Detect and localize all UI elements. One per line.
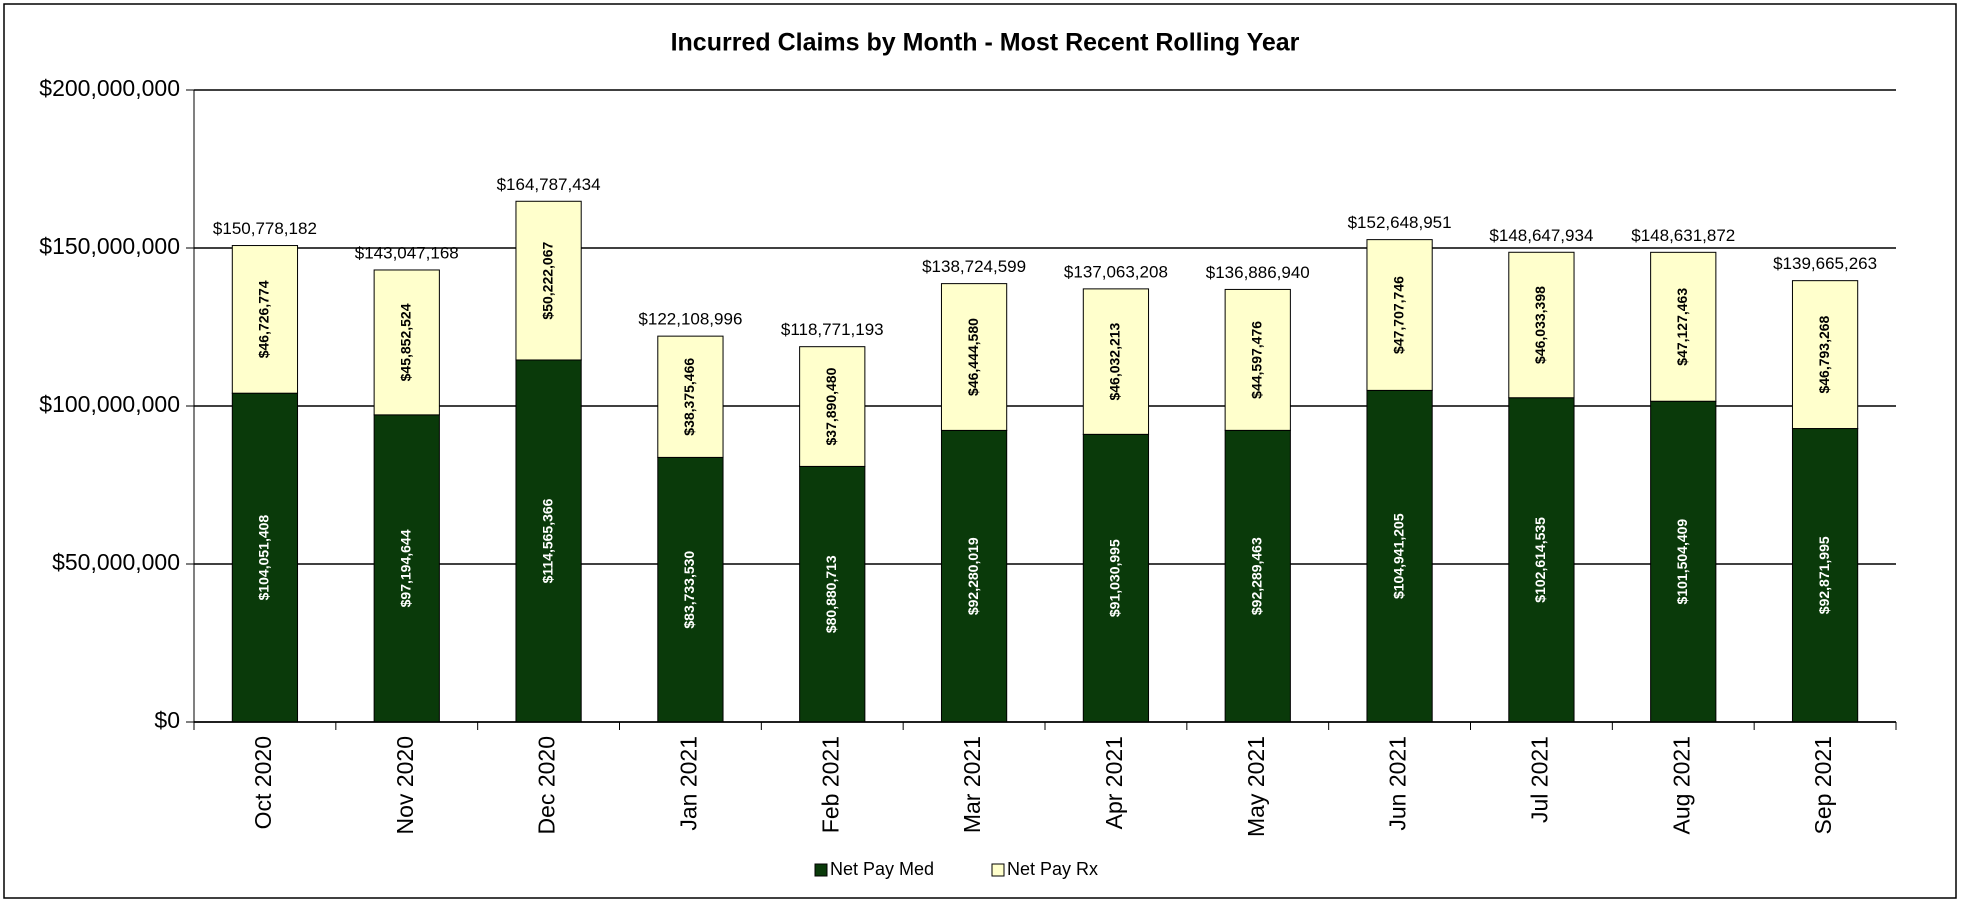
bar-segment (940, 283, 1008, 431)
y-tick-label: $0 (154, 707, 180, 733)
data-label: $80,880,713 (823, 555, 839, 633)
x-tick-label: Oct 2020 (250, 736, 276, 829)
total-label: $148,647,934 (1489, 226, 1593, 245)
bar-segment (1791, 428, 1859, 723)
data-label: $50,222,067 (539, 241, 555, 319)
legend-swatch (991, 863, 1005, 877)
x-tick-label: Jul 2021 (1526, 736, 1552, 823)
bar-segment (1650, 400, 1717, 723)
legend-label: Net Pay Rx (1007, 859, 1098, 879)
total-label: $152,648,951 (1348, 213, 1452, 232)
bar-segment (1508, 397, 1575, 723)
bar-segment (1650, 251, 1717, 402)
data-label: $47,127,463 (1674, 288, 1690, 366)
x-tick-label: Jan 2021 (675, 736, 701, 831)
x-tick-label: May 2021 (1243, 736, 1269, 837)
bar-segment (657, 335, 724, 458)
bar-segment (1366, 389, 1433, 723)
total-label: $150,778,182 (213, 219, 317, 238)
data-label: $46,793,268 (1816, 315, 1832, 393)
x-tick-label: Mar 2021 (959, 736, 985, 833)
bar-segment (940, 429, 1008, 723)
data-label: $97,194,644 (397, 529, 413, 607)
data-label: $46,032,213 (1107, 322, 1123, 400)
legend-label: Net Pay Med (830, 859, 934, 879)
bar-segment (799, 346, 866, 467)
data-label: $104,941,205 (1390, 513, 1406, 599)
data-label: $102,614,535 (1532, 517, 1548, 603)
x-tick-label: Jun 2021 (1385, 736, 1411, 831)
total-label: $164,787,434 (497, 175, 601, 194)
bar-segment (799, 465, 866, 723)
bar-segment (231, 392, 299, 723)
total-label: $122,108,996 (638, 310, 742, 329)
total-label: $143,047,168 (355, 243, 459, 262)
x-tick-label: Feb 2021 (817, 736, 843, 833)
data-label: $92,871,995 (1816, 536, 1832, 614)
y-tick-label: $150,000,000 (39, 233, 180, 259)
total-label: $139,665,263 (1773, 254, 1877, 273)
legend-swatch (814, 863, 828, 877)
data-label: $46,444,580 (965, 318, 981, 396)
x-tick-label: Sep 2021 (1810, 736, 1836, 834)
total-label: $118,771,193 (781, 320, 884, 339)
x-tick-label: Dec 2020 (534, 736, 560, 834)
bar-segment (1366, 239, 1433, 391)
x-tick-label: Nov 2020 (392, 736, 418, 834)
data-label: $104,051,408 (256, 515, 272, 601)
total-label: $148,631,872 (1631, 226, 1735, 245)
bar-segment (1508, 251, 1575, 399)
data-label: $45,852,524 (397, 303, 413, 381)
bar-segment (1082, 288, 1150, 435)
y-tick-label: $100,000,000 (39, 391, 180, 417)
y-tick-label: $200,000,000 (39, 75, 180, 101)
bar-segment (373, 269, 440, 416)
bar-segment (1082, 433, 1150, 723)
data-label: $46,033,398 (1532, 286, 1548, 364)
bar-segment (515, 200, 582, 361)
x-tick-label: Apr 2021 (1101, 736, 1127, 829)
bar-segment (1224, 429, 1291, 723)
data-label: $91,030,995 (1107, 539, 1123, 617)
data-label: $92,280,019 (965, 537, 981, 615)
data-label: $38,375,466 (681, 358, 697, 436)
y-tick-label: $50,000,000 (52, 549, 180, 575)
bar-segment (1224, 288, 1291, 431)
data-label: $47,707,746 (1390, 276, 1406, 354)
data-label: $83,733,530 (681, 551, 697, 629)
total-label: $136,886,940 (1206, 263, 1310, 282)
x-tick-label: Aug 2021 (1668, 736, 1694, 834)
chart-title: Incurred Claims by Month - Most Recent R… (671, 29, 1300, 57)
data-label: $46,726,774 (256, 280, 272, 358)
bar-segment (1791, 280, 1859, 430)
data-label: $101,504,409 (1674, 519, 1690, 605)
bar-segment (657, 456, 724, 723)
data-label: $44,597,476 (1248, 321, 1264, 399)
data-label: $92,289,463 (1248, 537, 1264, 615)
total-label: $138,724,599 (922, 257, 1026, 276)
data-label: $114,565,366 (539, 498, 555, 583)
data-label: $37,890,480 (823, 367, 839, 445)
total-label: $137,063,208 (1064, 262, 1168, 281)
bar-segment (231, 245, 299, 394)
